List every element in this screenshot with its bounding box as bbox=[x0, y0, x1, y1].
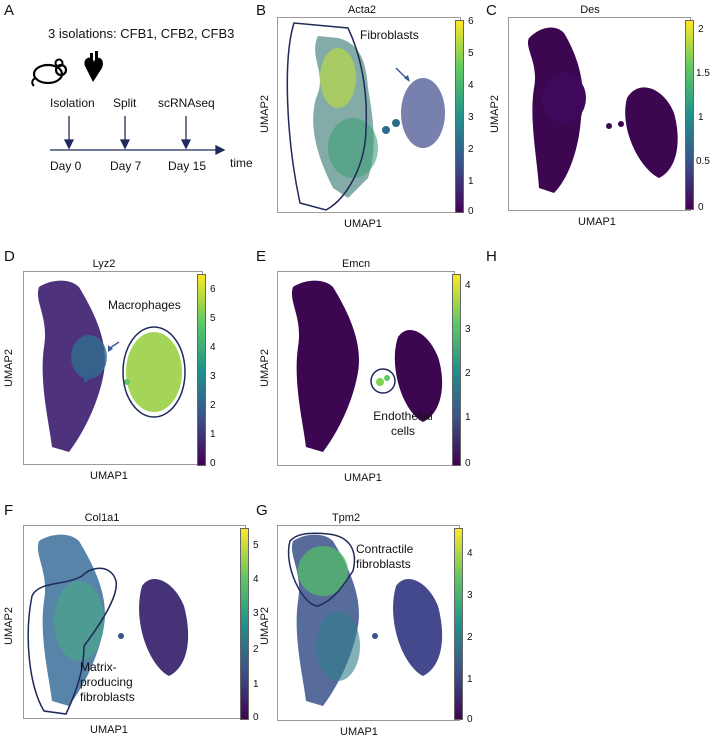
tick: 1 bbox=[698, 112, 704, 123]
y-axis-label-f: UMAP2 bbox=[2, 607, 15, 645]
tick: 2 bbox=[210, 400, 216, 411]
annotation-fibroblasts: Fibroblasts bbox=[360, 28, 419, 42]
x-axis-label-b: UMAP1 bbox=[344, 218, 382, 230]
tick: 6 bbox=[210, 284, 216, 295]
tick: 1 bbox=[210, 429, 216, 440]
day-15: Day 15 bbox=[168, 159, 207, 173]
tick: 0 bbox=[698, 202, 704, 213]
tick: 4 bbox=[253, 574, 259, 585]
tick: 1 bbox=[253, 679, 259, 690]
tick: 2 bbox=[253, 644, 259, 655]
tick: 0 bbox=[467, 714, 473, 725]
x-axis-label-g: UMAP1 bbox=[340, 726, 378, 738]
colorbar-e bbox=[452, 274, 461, 466]
tick: 1 bbox=[465, 412, 471, 423]
tick: 5 bbox=[253, 540, 259, 551]
umap-scatter-c bbox=[527, 27, 678, 194]
x-axis-label-e: UMAP1 bbox=[344, 472, 382, 484]
tick: 2 bbox=[698, 24, 704, 35]
panel-b-label: B bbox=[256, 2, 267, 19]
panel-g-label: G bbox=[256, 502, 268, 519]
timeline-axis bbox=[50, 116, 226, 156]
tick: 4 bbox=[465, 280, 471, 291]
umap-scatter-g bbox=[287, 532, 443, 706]
tick: 4 bbox=[467, 548, 473, 559]
step-isolation: Isolation bbox=[50, 96, 95, 110]
tick: 3 bbox=[468, 112, 474, 123]
tick: 1 bbox=[467, 674, 473, 685]
y-axis-label-c: UMAP2 bbox=[488, 95, 501, 133]
day-0: Day 0 bbox=[50, 159, 82, 173]
tick: 3 bbox=[210, 371, 216, 382]
tick: 5 bbox=[468, 48, 474, 59]
umap-plot-d bbox=[23, 271, 203, 465]
tick: 2 bbox=[468, 144, 474, 155]
colorbar-g bbox=[454, 528, 463, 720]
day-7: Day 7 bbox=[110, 159, 142, 173]
mouse-icon bbox=[31, 58, 68, 87]
panel-a-label: A bbox=[4, 2, 15, 19]
tick: 1 bbox=[468, 176, 474, 187]
tick: 0 bbox=[210, 458, 216, 469]
tick: 6 bbox=[468, 16, 474, 27]
panel-c-title: Des bbox=[580, 4, 600, 16]
tick: 2 bbox=[467, 632, 473, 643]
colorbar-c bbox=[685, 20, 694, 210]
panel-f-label: F bbox=[4, 502, 14, 519]
umap-scatter-e bbox=[291, 280, 443, 452]
tick: 1.5 bbox=[696, 68, 710, 79]
step-scrnaseq: scRNAseq bbox=[158, 96, 215, 110]
tick: 0.5 bbox=[696, 156, 710, 167]
umap-scatter-f bbox=[27, 534, 189, 715]
panel-d-label: D bbox=[4, 248, 15, 265]
panel-c-label: C bbox=[486, 2, 497, 19]
x-axis-label-c: UMAP1 bbox=[578, 216, 616, 228]
umap-scatter-b bbox=[286, 22, 445, 211]
annotation-contractile: Contractile fibroblasts bbox=[356, 542, 414, 571]
panel-d-title: Lyz2 bbox=[92, 258, 116, 270]
panel-e-label: E bbox=[256, 248, 267, 265]
tick: 0 bbox=[468, 206, 474, 217]
umap-plot-g bbox=[277, 525, 460, 721]
panel-b-title: Acta2 bbox=[347, 4, 377, 16]
umap-plot-f bbox=[23, 525, 246, 719]
annotation-matrix-producing: Matrix-producing fibroblasts bbox=[80, 660, 135, 704]
colorbar-b bbox=[455, 20, 464, 213]
tick: 5 bbox=[210, 313, 216, 324]
tick: 3 bbox=[465, 324, 471, 335]
umap-plot-b bbox=[277, 17, 461, 213]
step-split: Split bbox=[113, 96, 137, 110]
tick: 0 bbox=[253, 712, 259, 723]
tick: 2 bbox=[465, 368, 471, 379]
y-axis-label-g: UMAP2 bbox=[258, 607, 271, 645]
colorbar-d bbox=[197, 274, 206, 466]
heart-icon bbox=[84, 51, 103, 82]
umap-plot-e bbox=[277, 271, 455, 466]
tick: 0 bbox=[465, 458, 471, 469]
annotation-endothelial: Endothelial cells bbox=[373, 409, 433, 438]
tick: 4 bbox=[210, 342, 216, 353]
x-axis-label-f: UMAP1 bbox=[90, 724, 128, 736]
panel-e-title: Emcn bbox=[341, 258, 371, 270]
umap-scatter-d bbox=[37, 280, 186, 452]
time-axis-label: time bbox=[230, 156, 253, 170]
isolations-header: 3 isolations: CFB1, CFB2, CFB3 bbox=[48, 26, 235, 41]
tick: 3 bbox=[253, 608, 259, 619]
y-axis-label-b: UMAP2 bbox=[258, 95, 271, 133]
y-axis-label-e: UMAP2 bbox=[258, 349, 271, 387]
icon-row bbox=[31, 51, 103, 87]
panel-h-label: H bbox=[486, 248, 497, 265]
tick: 4 bbox=[468, 80, 474, 91]
colorbar-f bbox=[240, 528, 249, 720]
tick: 3 bbox=[467, 590, 473, 601]
x-axis-label-d: UMAP1 bbox=[90, 470, 128, 482]
y-axis-label-d: UMAP2 bbox=[2, 349, 15, 387]
umap-plot-c bbox=[508, 17, 691, 211]
annotation-macrophages: Macrophages bbox=[108, 298, 181, 312]
panel-g-title: Tpm2 bbox=[331, 512, 361, 524]
panel-f-title: Col1a1 bbox=[84, 512, 120, 524]
